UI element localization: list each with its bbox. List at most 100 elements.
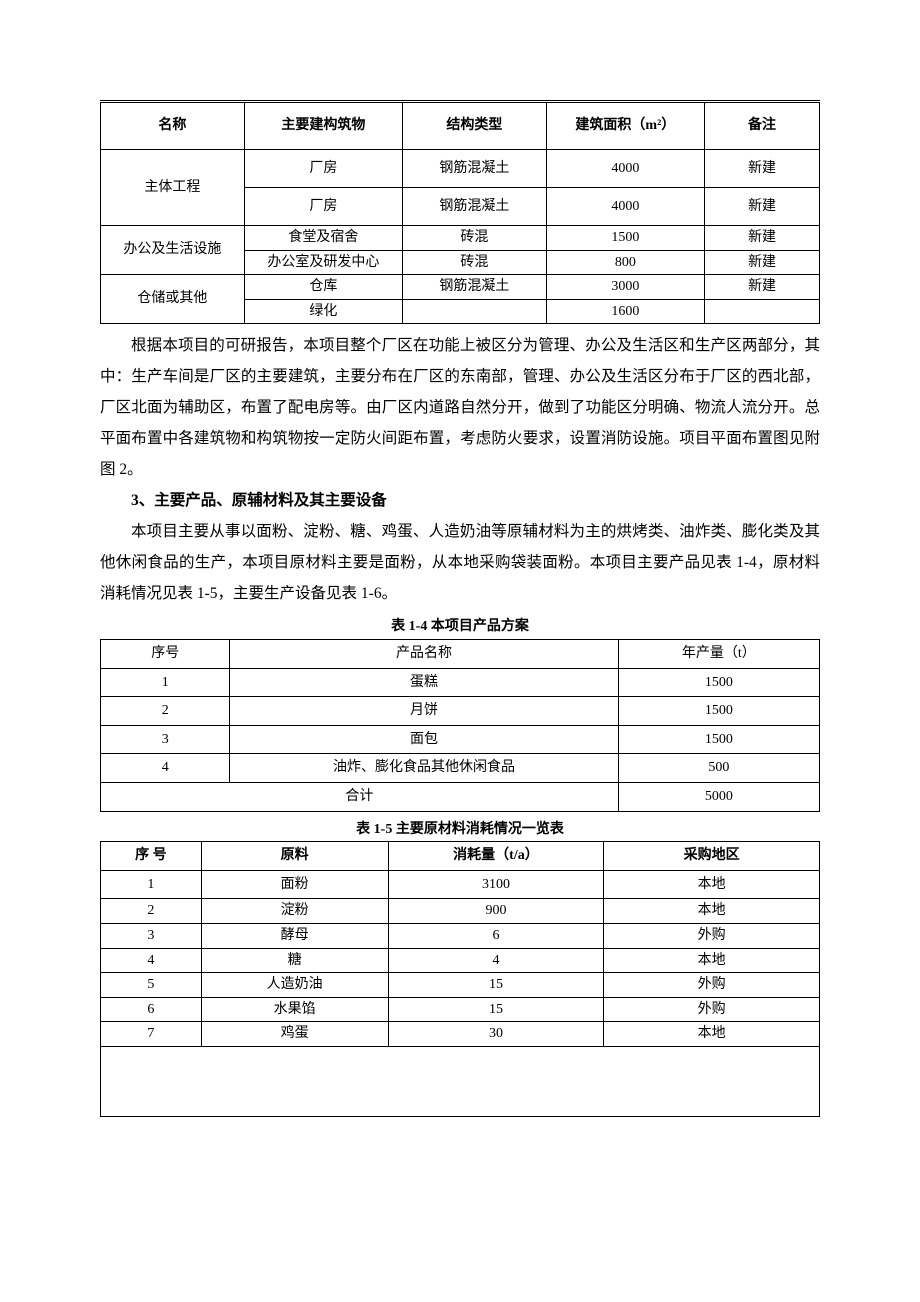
table-row: 2 淀粉 900 本地 bbox=[101, 899, 820, 924]
cell-group-name: 仓储或其他 bbox=[101, 275, 245, 324]
cell: 900 bbox=[388, 899, 604, 924]
cell-group-name: 主体工程 bbox=[101, 150, 245, 226]
cell: 2 bbox=[101, 899, 202, 924]
cell: 绿化 bbox=[244, 299, 402, 324]
th-remark: 备注 bbox=[704, 102, 819, 150]
cell: 油炸、膨化食品其他休闲食品 bbox=[230, 754, 618, 783]
table-row: 仓储或其他 仓库 钢筋混凝土 3000 新建 bbox=[101, 275, 820, 300]
table-total-row: 合计 5000 bbox=[101, 782, 820, 811]
cell: 新建 bbox=[704, 150, 819, 188]
cell: 30 bbox=[388, 1022, 604, 1047]
table-row: 办公及生活设施 食堂及宿舍 砖混 1500 新建 bbox=[101, 226, 820, 251]
table-row: 4 油炸、膨化食品其他休闲食品 500 bbox=[101, 754, 820, 783]
cell: 办公室及研发中心 bbox=[244, 250, 402, 275]
cell bbox=[402, 299, 546, 324]
cell: 砖混 bbox=[402, 250, 546, 275]
construction-table: 名称 主要建构筑物 结构类型 建筑面积（m²） 备注 主体工程 厂房 钢筋混凝土… bbox=[100, 100, 820, 324]
cell: 1 bbox=[101, 870, 202, 899]
cell: 砖混 bbox=[402, 226, 546, 251]
cell: 蛋糕 bbox=[230, 668, 618, 697]
th-name: 名称 bbox=[101, 102, 245, 150]
table-row: 7 鸡蛋 30 本地 bbox=[101, 1022, 820, 1047]
table-blank-row bbox=[101, 1046, 820, 1116]
cell: 新建 bbox=[704, 226, 819, 251]
th-seq: 序 号 bbox=[101, 842, 202, 871]
cell: 外购 bbox=[604, 997, 820, 1022]
cell: 本地 bbox=[604, 870, 820, 899]
cell bbox=[704, 299, 819, 324]
th-area: 建筑面积（m²） bbox=[546, 102, 704, 150]
cell: 人造奶油 bbox=[201, 973, 388, 998]
cell: 酵母 bbox=[201, 923, 388, 948]
cell: 1500 bbox=[546, 226, 704, 251]
th-seq: 序号 bbox=[101, 639, 230, 668]
table-row: 3 酵母 6 外购 bbox=[101, 923, 820, 948]
cell: 7 bbox=[101, 1022, 202, 1047]
cell: 2 bbox=[101, 697, 230, 726]
cell: 新建 bbox=[704, 250, 819, 275]
cell: 6 bbox=[101, 997, 202, 1022]
th-output: 年产量（t） bbox=[618, 639, 819, 668]
cell: 500 bbox=[618, 754, 819, 783]
th-consumption: 消耗量（t/a） bbox=[388, 842, 604, 871]
paragraph-products-desc: 本项目主要从事以面粉、淀粉、糖、鸡蛋、人造奶油等原辅材料为主的烘烤类、油炸类、膨… bbox=[100, 516, 820, 609]
cell: 本地 bbox=[604, 948, 820, 973]
cell: 本地 bbox=[604, 1022, 820, 1047]
cell: 3000 bbox=[546, 275, 704, 300]
cell: 4000 bbox=[546, 150, 704, 188]
cell: 糖 bbox=[201, 948, 388, 973]
cell: 厂房 bbox=[244, 150, 402, 188]
cell-total-value: 5000 bbox=[618, 782, 819, 811]
cell: 外购 bbox=[604, 973, 820, 998]
cell: 1 bbox=[101, 668, 230, 697]
table-row: 1 面粉 3100 本地 bbox=[101, 870, 820, 899]
cell: 鸡蛋 bbox=[201, 1022, 388, 1047]
cell: 面粉 bbox=[201, 870, 388, 899]
th-structure: 结构类型 bbox=[402, 102, 546, 150]
cell: 4 bbox=[388, 948, 604, 973]
table-header-row: 序号 产品名称 年产量（t） bbox=[101, 639, 820, 668]
table-row: 4 糖 4 本地 bbox=[101, 948, 820, 973]
cell: 面包 bbox=[230, 725, 618, 754]
cell: 钢筋混凝土 bbox=[402, 150, 546, 188]
th-material: 原料 bbox=[201, 842, 388, 871]
table-header-row: 名称 主要建构筑物 结构类型 建筑面积（m²） 备注 bbox=[101, 102, 820, 150]
table3-caption: 表 1-5 主要原材料消耗情况一览表 bbox=[100, 820, 820, 840]
cell: 月饼 bbox=[230, 697, 618, 726]
cell: 仓库 bbox=[244, 275, 402, 300]
cell: 3 bbox=[101, 923, 202, 948]
cell: 1600 bbox=[546, 299, 704, 324]
cell: 本地 bbox=[604, 899, 820, 924]
section-heading-3: 3、主要产品、原辅材料及其主要设备 bbox=[100, 485, 820, 516]
table-row: 5 人造奶油 15 外购 bbox=[101, 973, 820, 998]
cell: 800 bbox=[546, 250, 704, 275]
blank-cell bbox=[101, 1046, 820, 1116]
materials-table: 序 号 原料 消耗量（t/a） 采购地区 1 面粉 3100 本地 2 淀粉 9… bbox=[100, 841, 820, 1117]
cell: 外购 bbox=[604, 923, 820, 948]
table-row: 6 水果馅 15 外购 bbox=[101, 997, 820, 1022]
cell: 1500 bbox=[618, 725, 819, 754]
cell: 5 bbox=[101, 973, 202, 998]
cell: 新建 bbox=[704, 188, 819, 226]
cell: 钢筋混凝土 bbox=[402, 275, 546, 300]
cell: 3 bbox=[101, 725, 230, 754]
cell: 1500 bbox=[618, 697, 819, 726]
cell: 6 bbox=[388, 923, 604, 948]
table-row: 1 蛋糕 1500 bbox=[101, 668, 820, 697]
cell: 15 bbox=[388, 997, 604, 1022]
cell: 4 bbox=[101, 754, 230, 783]
cell-group-name: 办公及生活设施 bbox=[101, 226, 245, 275]
table-row: 2 月饼 1500 bbox=[101, 697, 820, 726]
cell: 新建 bbox=[704, 275, 819, 300]
th-product: 产品名称 bbox=[230, 639, 618, 668]
cell: 4000 bbox=[546, 188, 704, 226]
cell: 淀粉 bbox=[201, 899, 388, 924]
products-table: 序号 产品名称 年产量（t） 1 蛋糕 1500 2 月饼 1500 3 面包 … bbox=[100, 639, 820, 812]
th-source: 采购地区 bbox=[604, 842, 820, 871]
th-building: 主要建构筑物 bbox=[244, 102, 402, 150]
table-row: 3 面包 1500 bbox=[101, 725, 820, 754]
table2-caption: 表 1-4 本项目产品方案 bbox=[100, 617, 820, 637]
paragraph-layout-desc: 根据本项目的可研报告，本项目整个厂区在功能上被区分为管理、办公及生活区和生产区两… bbox=[100, 330, 820, 485]
table-header-row: 序 号 原料 消耗量（t/a） 采购地区 bbox=[101, 842, 820, 871]
cell: 食堂及宿舍 bbox=[244, 226, 402, 251]
